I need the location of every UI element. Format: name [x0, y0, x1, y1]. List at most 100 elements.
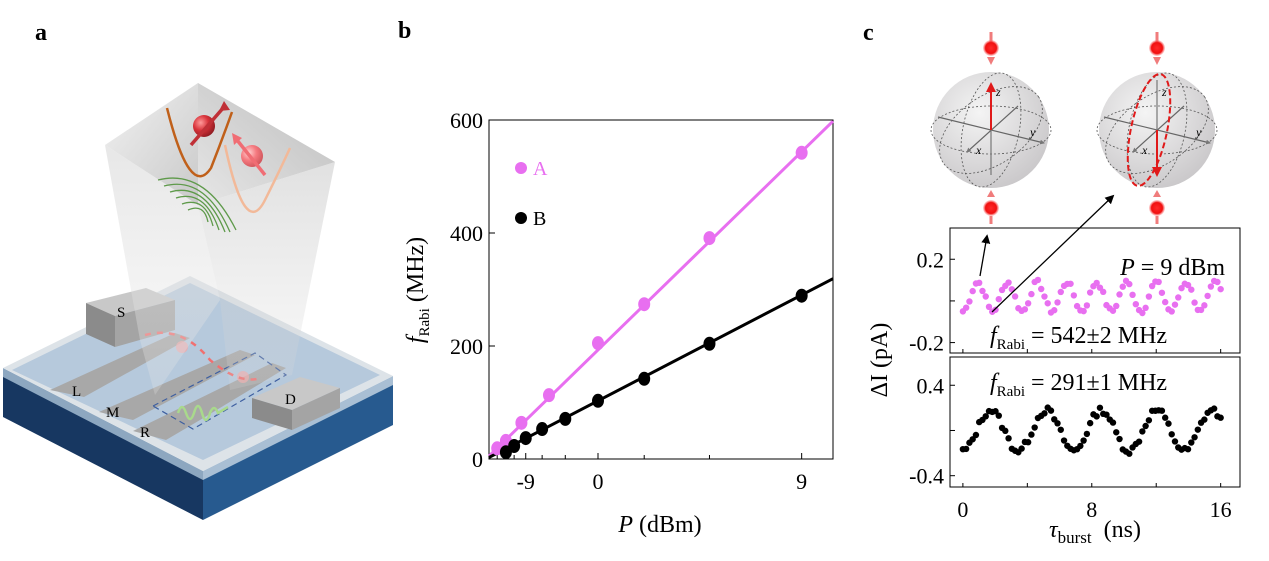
- x-tick-label: 8: [1086, 497, 1097, 522]
- data-point: [1113, 429, 1120, 436]
- data-point: [982, 293, 989, 300]
- data-point: [1168, 308, 1175, 315]
- data-point-b: [508, 439, 521, 454]
- data-point: [1041, 410, 1048, 417]
- data-point: [1191, 434, 1198, 441]
- data-point: [1060, 437, 1068, 444]
- spin-light-arrowhead: [232, 133, 242, 145]
- y-tick-label: -0.2: [909, 331, 944, 356]
- data-point: [1057, 288, 1064, 296]
- data-point-b: [592, 393, 604, 408]
- gate-label-m: M: [106, 405, 119, 421]
- substrate-left-side: [3, 375, 203, 520]
- data-point: [979, 287, 986, 295]
- device-illustration: S L M R D: [3, 83, 393, 520]
- data-point-b: [703, 336, 716, 351]
- data-point: [1191, 299, 1198, 306]
- data-point: [1171, 301, 1179, 308]
- plot-frame: [949, 356, 1241, 488]
- data-point: [1096, 404, 1104, 411]
- data-point: [1047, 407, 1055, 414]
- bloch-sphere-right: z y x: [1096, 32, 1218, 224]
- data-point: [1113, 302, 1120, 310]
- substrate-layer-right: [203, 376, 393, 480]
- spin-down-dot-icon: [1149, 200, 1165, 216]
- data-point-b: [795, 288, 808, 303]
- source-front: [86, 303, 115, 347]
- prism-top-left: [105, 83, 198, 205]
- data-point: [1168, 431, 1175, 438]
- data-point: [1086, 289, 1094, 296]
- data-point: [1158, 289, 1166, 296]
- data-point: [1086, 419, 1094, 427]
- data-point: [1217, 285, 1224, 293]
- data-point: [1175, 294, 1182, 301]
- data-point: [1109, 419, 1117, 426]
- data-point: [992, 408, 999, 415]
- substrate-layer-left: [3, 368, 203, 480]
- data-point-a: [542, 388, 555, 403]
- power-annotation: P = 9 dBm: [1119, 255, 1225, 281]
- spin-down-dot-icon: [983, 200, 999, 216]
- light-beam-left: [105, 145, 220, 395]
- data-point-a: [638, 297, 651, 312]
- data-point: [1145, 293, 1153, 300]
- bloch-axis-y: y: [1029, 125, 1036, 139]
- data-point: [1217, 414, 1224, 421]
- data-point: [1024, 439, 1032, 446]
- data-point: [1142, 422, 1149, 430]
- data-point: [1028, 431, 1035, 438]
- bloch-sphere-left: z y x: [930, 32, 1052, 224]
- drain-front: [252, 398, 292, 430]
- gate-label-d: D: [285, 392, 296, 408]
- pointer-arrow-left: [979, 234, 991, 277]
- x-tick-label: 0: [593, 469, 604, 494]
- data-point: [1021, 306, 1029, 313]
- data-point: [1204, 292, 1211, 300]
- data-point: [1116, 291, 1123, 298]
- data-point: [1207, 283, 1215, 290]
- data-point: [1109, 307, 1117, 314]
- data-point: [1031, 424, 1038, 431]
- data-point: [992, 306, 999, 313]
- panel-label-b: b: [398, 18, 412, 44]
- data-point: [1171, 438, 1179, 445]
- data-point-b: [536, 422, 549, 437]
- data-point: [1210, 405, 1218, 412]
- data-point: [1073, 302, 1081, 310]
- data-point: [1161, 298, 1169, 306]
- data-point: [1057, 426, 1064, 433]
- bloch-axis-z: z: [1161, 85, 1167, 99]
- rabi-oscillation-plot-a: -0.2 0.2 P = 9 dBm fRabi = 542±2 MHz: [909, 194, 1241, 356]
- data-point: [1139, 309, 1146, 317]
- data-point: [962, 304, 970, 311]
- light-beam-right: [198, 162, 335, 390]
- drain-side: [292, 388, 340, 430]
- data-point: [1044, 300, 1051, 307]
- data-point: [1184, 281, 1192, 289]
- x-tick-label: 9: [796, 469, 807, 494]
- y-tick-label: 0.4: [917, 373, 945, 398]
- spin-up-dot-icon: [983, 40, 999, 56]
- data-point: [1054, 299, 1061, 306]
- rabi-frequency-plot: 0 200 400 600 -9 0 9 A B P (dBm) fRabi (MHz): [403, 108, 835, 538]
- spin-dark-arrow: [189, 105, 226, 147]
- data-point: [1119, 283, 1126, 290]
- x-tick-label: -9: [517, 469, 535, 494]
- y-tick-label: 400: [450, 221, 483, 246]
- drain-top: [252, 377, 340, 410]
- data-point: [1142, 304, 1149, 312]
- gate-label-r: R: [140, 425, 150, 441]
- microwave-wave-icon: [176, 404, 229, 422]
- plot-frame: [949, 227, 1241, 354]
- legend-marker-b: [515, 212, 527, 224]
- bloch-axis-z: z: [995, 85, 1001, 99]
- bloch-axis-x: x: [1141, 143, 1148, 157]
- x-tick-label: 0: [957, 497, 968, 522]
- data-point: [1184, 446, 1192, 453]
- data-point: [1077, 442, 1084, 450]
- data-point: [982, 413, 989, 420]
- data-point: [1080, 437, 1087, 444]
- y-tick-label: -0.4: [909, 464, 944, 489]
- data-point: [1083, 430, 1091, 438]
